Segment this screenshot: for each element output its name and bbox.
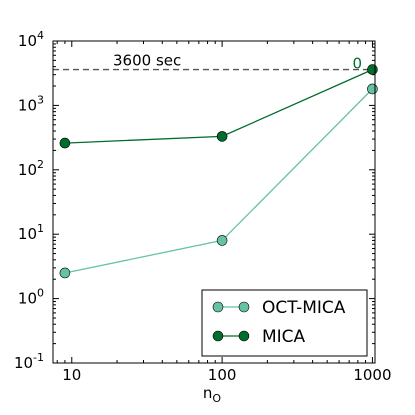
- ticks-layer: 10-1 100 101 102 103 104 10 100 1000: [14, 29, 392, 384]
- x-tick-label-2: 1000: [353, 366, 391, 384]
- x-axis-label: nO: [203, 384, 222, 405]
- y-tick-label-3: 102: [18, 158, 44, 179]
- x-axis-label-subscript: O: [212, 392, 221, 405]
- legend-entry-mica: MICA: [212, 327, 306, 347]
- series-layer: [59, 64, 378, 279]
- legend-label-mica: MICA: [262, 327, 306, 347]
- y-tick-label-0: 10-1: [14, 351, 44, 372]
- annotation-zero: 0: [352, 55, 362, 73]
- point-mica-2: [367, 64, 378, 75]
- legend-entry-oct-mica: OCT-MICA: [212, 298, 346, 318]
- reference-layer: 3600 sec: [53, 52, 375, 71]
- legend-marker-mica: [212, 330, 224, 342]
- reference-line-label: 3600 sec: [113, 52, 181, 70]
- point-oct-mica-1: [216, 235, 228, 246]
- annotation-layer: 0: [352, 55, 362, 73]
- y-tick-label-1: 100: [18, 287, 44, 308]
- point-mica-1: [216, 131, 228, 142]
- legend-label-oct-mica: OCT-MICA: [262, 298, 346, 318]
- legend: OCT-MICA MICA: [201, 289, 368, 357]
- y-tick-label-4: 103: [18, 93, 44, 114]
- legend-marker-oct-mica: [238, 301, 250, 313]
- point-oct-mica-0: [59, 267, 71, 279]
- point-mica-0: [59, 137, 71, 149]
- y-tick-label-5: 104: [18, 29, 44, 50]
- legend-box: [201, 289, 368, 357]
- series-line-oct-mica: [64, 88, 373, 274]
- legend-marker-oct-mica: [212, 301, 224, 313]
- x-tick-label-1: 100: [208, 366, 237, 384]
- y-tick-label-2: 101: [18, 222, 44, 243]
- series-line-mica: [64, 69, 373, 144]
- legend-marker-mica: [238, 330, 250, 342]
- x-tick-label-0: 10: [62, 366, 81, 384]
- plot-frame: [52, 40, 376, 364]
- point-oct-mica-2: [367, 83, 378, 95]
- x-axis-label-base: n: [203, 384, 213, 402]
